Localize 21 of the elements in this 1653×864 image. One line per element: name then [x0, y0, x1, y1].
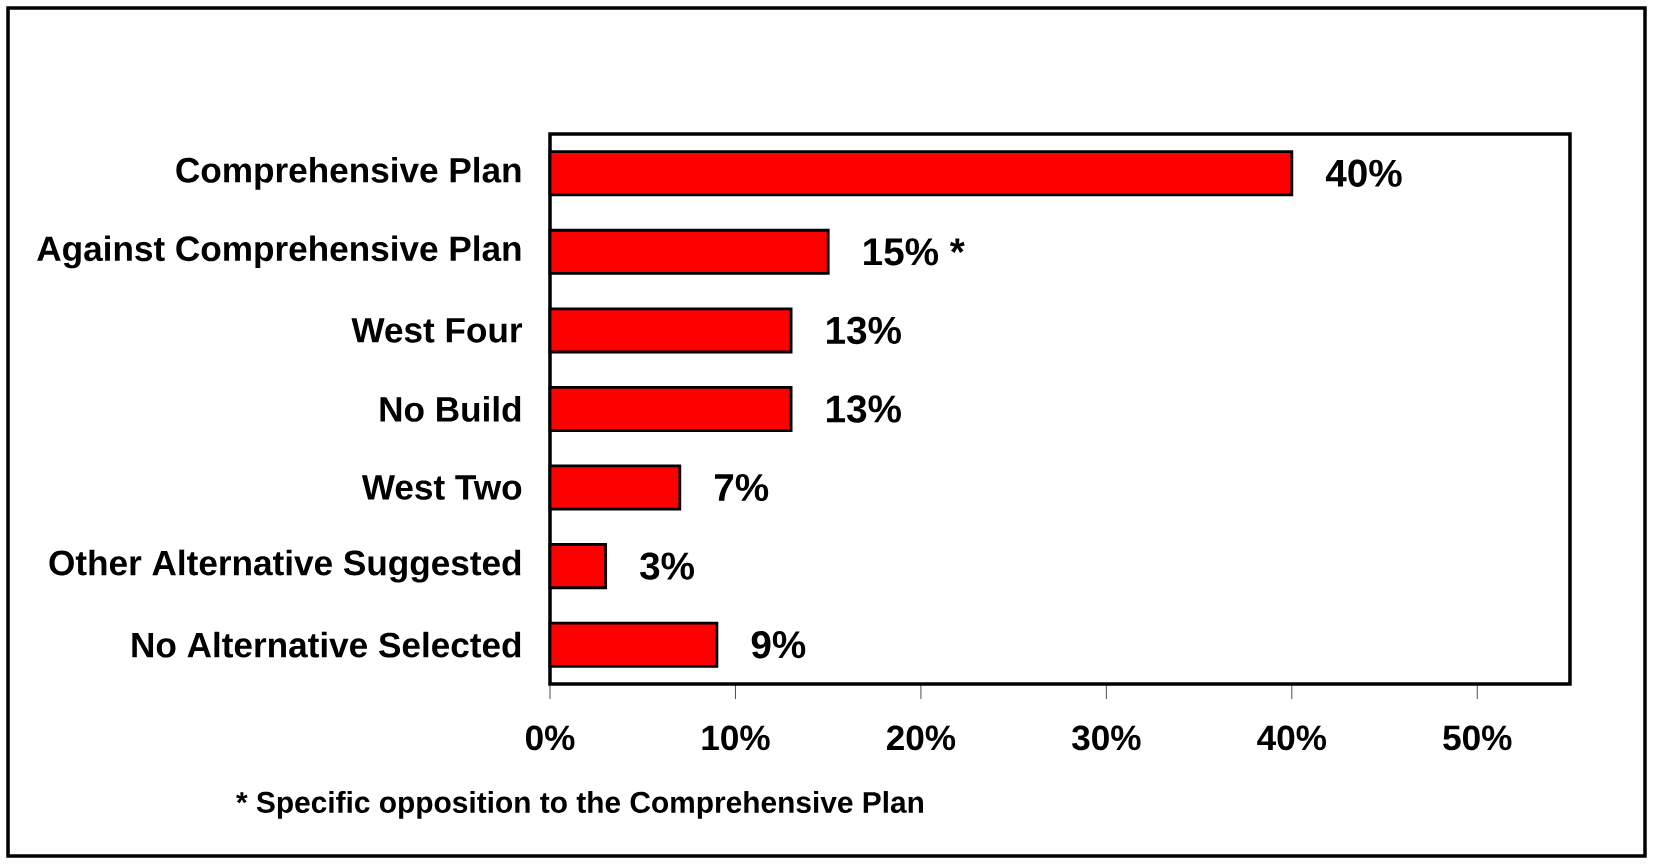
x-tick-label: 10% [702, 725, 770, 751]
text: * Specific opposition to the Comprehensive Plan [236, 791, 923, 819]
y-tick-label: West Four [351, 318, 523, 343]
data-label: 9% [751, 631, 806, 659]
x-tick-label: 40% [1257, 725, 1327, 751]
y-tick-label: Against Comprehensive Plan [37, 235, 521, 269]
y-tick-label: No Build [380, 396, 521, 422]
data-label: 13% [827, 395, 901, 423]
data-label: 13% [827, 316, 901, 345]
data-label: 7% [714, 473, 769, 502]
data-label: 3% [640, 552, 694, 580]
x-tick-label: 30% [1072, 725, 1141, 751]
y-tick-label: West Two [361, 475, 522, 500]
y-tick-label: No Alternative Selected [132, 631, 521, 658]
data-label: 40% [1325, 159, 1402, 187]
x-tick-label: 0% [525, 725, 575, 751]
y-tick-label: Other Alternative Suggested [49, 549, 521, 583]
data-label: 15% * [864, 238, 965, 266]
x-tick-label: 50% [1443, 725, 1512, 751]
y-tick-label: Comprehensive Plan [176, 156, 521, 190]
x-tick-label: 20% [886, 725, 956, 751]
